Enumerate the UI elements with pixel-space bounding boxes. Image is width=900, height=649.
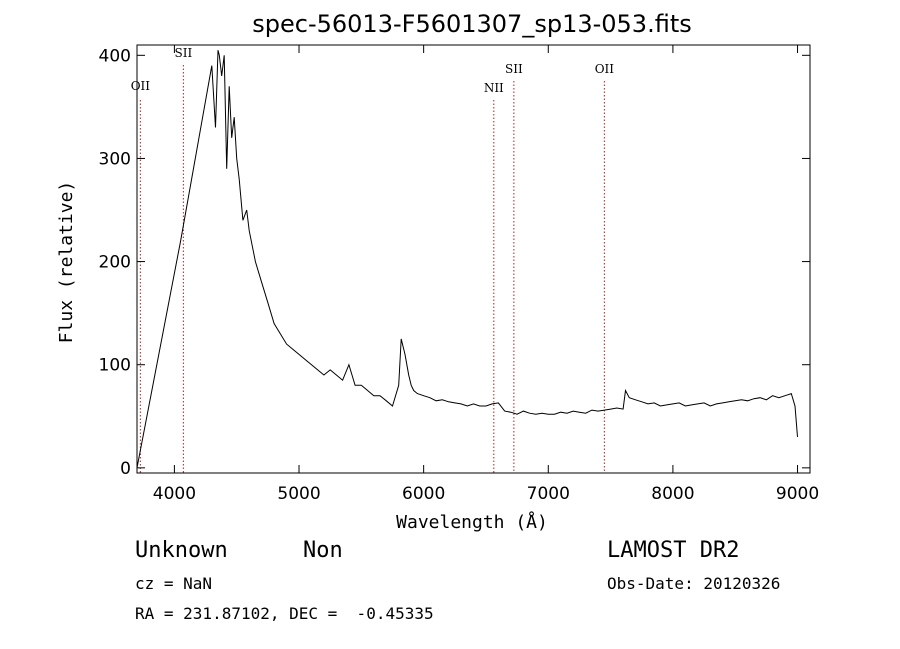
y-tick-label: 300 xyxy=(99,149,131,169)
x-tick-label: 9000 xyxy=(776,484,819,504)
x-tick-label: 5000 xyxy=(277,484,320,504)
y-tick-label: 100 xyxy=(99,356,131,376)
emission-line-label: OII xyxy=(131,79,151,93)
x-axis-label: Wavelength (Å) xyxy=(396,511,548,533)
obs-date-label: Obs-Date: 20120326 xyxy=(607,574,781,593)
emission-line-label: NII xyxy=(484,81,504,95)
x-tick-label: 4000 xyxy=(153,484,196,504)
ra-dec-label: RA = 231.87102, DEC = -0.45335 xyxy=(135,604,434,623)
y-tick-label: 0 xyxy=(120,459,131,479)
x-tick-label: 8000 xyxy=(651,484,694,504)
y-tick-label: 400 xyxy=(99,46,131,66)
emission-line-label: SII xyxy=(505,62,523,76)
emission-line-label: SII xyxy=(175,46,193,60)
x-tick-label: 6000 xyxy=(402,484,445,504)
spectrum-series-line xyxy=(136,50,798,468)
y-axis-label: Flux (relative) xyxy=(56,181,77,344)
cz-label: cz = NaN xyxy=(135,574,213,593)
plot-frame xyxy=(136,44,811,474)
emission-line-label: OII xyxy=(595,62,615,76)
y-tick-label: 200 xyxy=(99,253,131,273)
chart-title: spec-56013-F5601307_sp13-053.fits xyxy=(252,10,691,38)
survey-label: LAMOST DR2 xyxy=(607,538,740,563)
axis-ticks: 4000 5000 6000 7000 8000 9000 0 100 200 300 400 xyxy=(99,45,819,504)
x-tick-label: 7000 xyxy=(527,484,570,504)
subclass-label: Non xyxy=(303,538,343,563)
class-label: Unknown xyxy=(135,538,228,563)
